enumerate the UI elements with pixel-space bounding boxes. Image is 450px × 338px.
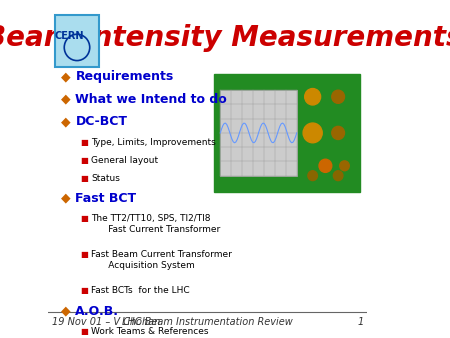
Text: LHC Beam Instrumentation Review: LHC Beam Instrumentation Review bbox=[122, 317, 293, 327]
Text: Fast BCTs  for the LHC: Fast BCTs for the LHC bbox=[91, 287, 190, 295]
Text: ◆: ◆ bbox=[61, 305, 71, 318]
Text: General layout: General layout bbox=[91, 155, 158, 165]
Circle shape bbox=[340, 161, 349, 171]
Text: ■: ■ bbox=[80, 174, 88, 183]
Text: ■: ■ bbox=[80, 138, 88, 146]
FancyBboxPatch shape bbox=[214, 74, 360, 192]
Text: Status: Status bbox=[91, 174, 120, 183]
Text: Requirements: Requirements bbox=[76, 70, 174, 83]
FancyBboxPatch shape bbox=[220, 90, 297, 176]
Circle shape bbox=[303, 123, 322, 143]
Text: ■: ■ bbox=[80, 214, 88, 223]
Text: CERN: CERN bbox=[54, 31, 84, 41]
Text: ◆: ◆ bbox=[61, 93, 71, 106]
Text: Fast BCT: Fast BCT bbox=[76, 192, 136, 205]
Circle shape bbox=[308, 171, 317, 180]
Circle shape bbox=[333, 171, 343, 180]
Circle shape bbox=[332, 126, 345, 140]
Text: DC-BCT: DC-BCT bbox=[76, 115, 127, 128]
FancyBboxPatch shape bbox=[55, 15, 99, 67]
Text: Work Teams & References: Work Teams & References bbox=[91, 327, 209, 336]
Text: ◆: ◆ bbox=[61, 70, 71, 83]
Text: ■: ■ bbox=[80, 250, 88, 259]
Circle shape bbox=[319, 159, 332, 172]
Text: What we Intend to do: What we Intend to do bbox=[76, 93, 227, 106]
Text: Beam Intensity Measurements: Beam Intensity Measurements bbox=[0, 24, 450, 52]
Text: 19 Nov 01 – V Chohan: 19 Nov 01 – V Chohan bbox=[51, 317, 160, 327]
Text: ■: ■ bbox=[80, 155, 88, 165]
Text: Fast Beam Current Transformer
      Acquisition System: Fast Beam Current Transformer Acquisitio… bbox=[91, 250, 232, 270]
Circle shape bbox=[332, 90, 345, 103]
Text: 1: 1 bbox=[357, 317, 364, 327]
Text: Type, Limits, Improvements: Type, Limits, Improvements bbox=[91, 138, 216, 146]
Text: ◆: ◆ bbox=[61, 115, 71, 128]
Text: ■: ■ bbox=[80, 287, 88, 295]
Text: The TT2/TT10, SPS, TI2/TI8
      Fast Current Transformer: The TT2/TT10, SPS, TI2/TI8 Fast Current … bbox=[91, 214, 220, 234]
Circle shape bbox=[305, 89, 320, 105]
Text: ◆: ◆ bbox=[61, 192, 71, 205]
Text: ■: ■ bbox=[80, 327, 88, 336]
Text: A.O.B.: A.O.B. bbox=[76, 305, 119, 318]
